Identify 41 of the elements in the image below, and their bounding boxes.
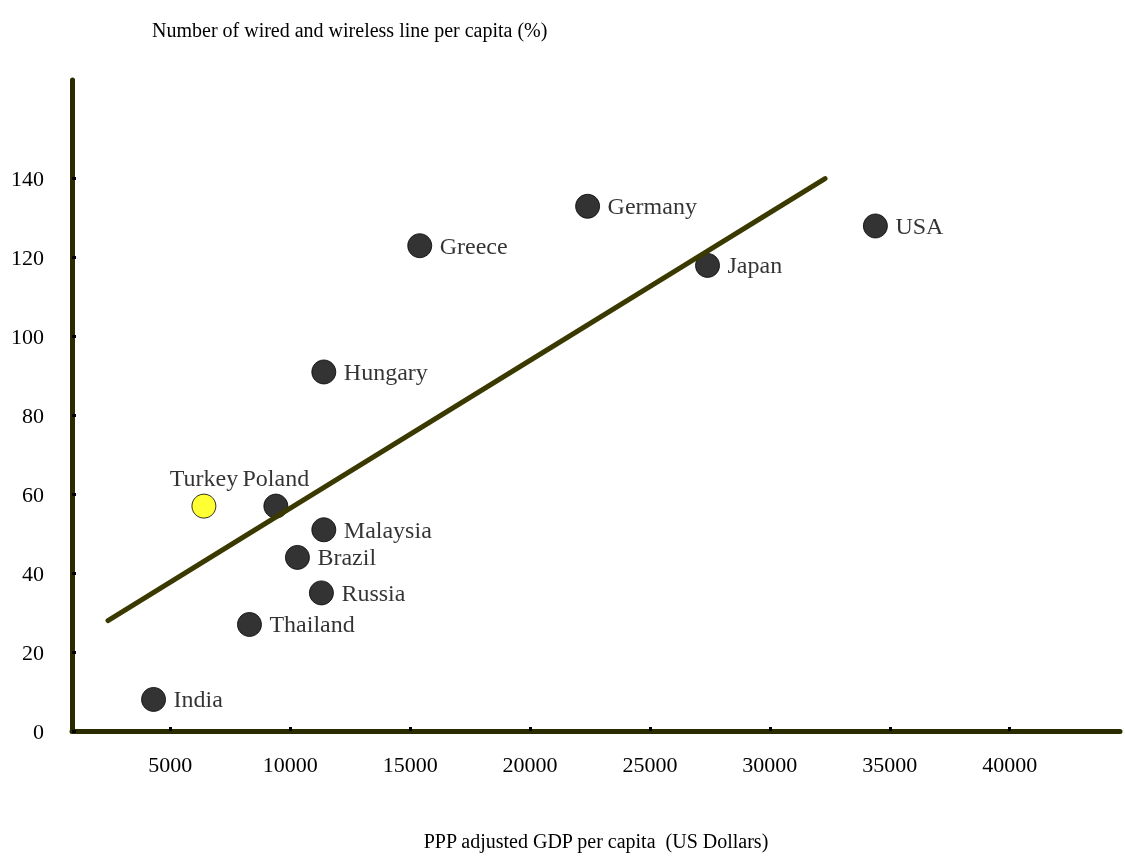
annotation: Russia [341, 579, 406, 606]
x-tick-label: 30000 [742, 751, 798, 777]
point [862, 213, 888, 239]
point [308, 580, 334, 606]
point [407, 233, 433, 259]
y-tick-label: 40 [22, 560, 44, 586]
annotation: USA [895, 212, 945, 239]
x-tick-label: 15000 [382, 751, 438, 777]
y-tick-label: 0 [33, 718, 44, 744]
annotation: Thailand [269, 611, 355, 638]
point [284, 544, 310, 570]
y-tick-label: 20 [22, 639, 44, 665]
annotation: Greece [439, 232, 508, 259]
annotation: Japan [727, 252, 783, 279]
x-tick-label: 20000 [502, 751, 558, 777]
y-tick-label: 120 [11, 245, 44, 271]
annotation: Hungary [343, 358, 428, 385]
x-tick-label: 5000 [148, 751, 193, 777]
point [695, 252, 721, 278]
y-tick-label: 60 [22, 481, 44, 507]
annotation: Brazil [317, 544, 377, 571]
x-tick-label: 40000 [982, 751, 1038, 777]
y-tick-label: 80 [22, 402, 44, 428]
y-tick-label: 140 [11, 166, 44, 192]
point [141, 686, 167, 712]
x-tick-label: 25000 [622, 751, 678, 777]
annotation: India [173, 686, 224, 713]
y-axis-title: Number of wired and wireless line per capita (%) [152, 19, 548, 42]
point [236, 611, 262, 637]
annotation: Malaysia [343, 516, 433, 543]
point [191, 493, 217, 519]
y-tick-label: 100 [11, 323, 44, 349]
point [311, 359, 337, 385]
annotation: Turkey [169, 465, 239, 492]
x-axis-title: PPP adjusted GDP per capita (US Dollars) [423, 830, 769, 853]
x-tick-label: 10000 [262, 751, 318, 777]
x-tick-label: 35000 [862, 751, 918, 777]
annotation: Poland [242, 465, 310, 492]
annotation: Germany [607, 193, 697, 220]
point [311, 517, 337, 543]
point [575, 193, 601, 219]
